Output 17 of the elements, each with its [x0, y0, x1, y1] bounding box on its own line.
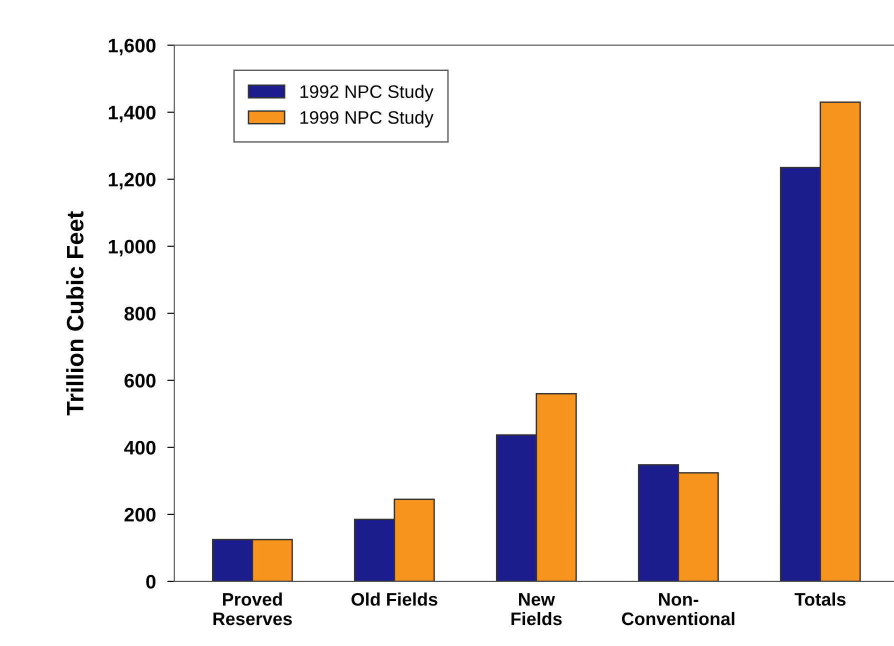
x-tick-label: Proved Reserves: [213, 592, 292, 626]
y-tick-label: 1,400: [108, 106, 156, 122]
y-tick-label: 400: [124, 440, 156, 455]
legend-label: 1999 NPC Study: [300, 110, 434, 128]
x-tick-label: New Fields: [512, 593, 562, 626]
y-tick-label: 1,000: [108, 240, 156, 256]
y-tick-label: 0: [146, 574, 156, 589]
y-axis-title: Trillion Cubic Feet: [66, 211, 84, 416]
y-tick-label: 800: [124, 306, 156, 321]
x-tick-label: Old Fields: [352, 592, 438, 606]
y-tick-label: 600: [124, 374, 156, 388]
x-tick-label: Totals: [794, 592, 846, 606]
y-tick-label: 1,200: [108, 172, 156, 190]
y-tick-label: 200: [124, 508, 156, 522]
x-tick-label: Non- Conventional: [622, 593, 734, 626]
y-tick-label: 1,600: [108, 38, 156, 56]
legend-label: 1992 NPC Study: [300, 84, 434, 102]
